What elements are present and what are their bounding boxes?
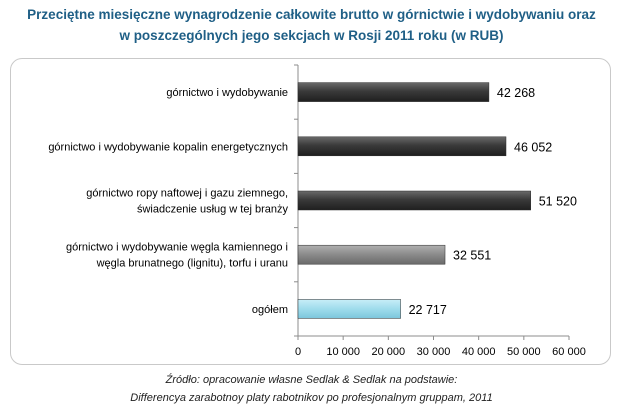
chart-title-line-2: w poszczególnych jego sekcjach w Rosji 2… — [119, 28, 504, 43]
bar — [297, 299, 401, 319]
value-label: 32 551 — [453, 249, 491, 263]
value-label: 46 052 — [514, 140, 552, 154]
bar — [297, 82, 490, 102]
x-tick-label: 60 000 — [552, 346, 586, 358]
x-tick-label: 50 000 — [507, 346, 541, 358]
category-label: ogółem — [252, 304, 288, 316]
source-note-line-2: Differencya zarabotnoy platy rabotnikov … — [130, 392, 493, 404]
category-label: górnictwo i wydobywanie kopalin energety… — [48, 141, 288, 153]
chart-title-line-1: Przeciętne miesięczne wynagrodzenie całk… — [27, 7, 596, 22]
x-tick-label: 30 000 — [417, 346, 451, 358]
value-label: 42 268 — [497, 86, 535, 100]
x-tick-label: 40 000 — [462, 346, 496, 358]
value-label: 51 520 — [539, 195, 577, 209]
bar — [297, 190, 531, 211]
bar — [297, 136, 507, 157]
bar — [297, 244, 446, 265]
value-label: 22 717 — [409, 303, 447, 317]
x-tick-label: 0 — [295, 346, 301, 358]
source-note-line-1: Źródło: opracowanie własne Sedlak & Sedl… — [165, 374, 458, 386]
category-label: górnictwo i wydobywanie — [166, 87, 288, 99]
x-tick-label: 20 000 — [372, 346, 406, 358]
x-tick-label: 10 000 — [326, 346, 360, 358]
category-label: górnictwo ropy naftowej i gazu ziemnego,… — [86, 188, 288, 216]
chart-title: Przeciętne miesięczne wynagrodzenie całk… — [0, 4, 623, 46]
category-label: górnictwo i wydobywanie węgla kamiennego… — [66, 242, 288, 270]
